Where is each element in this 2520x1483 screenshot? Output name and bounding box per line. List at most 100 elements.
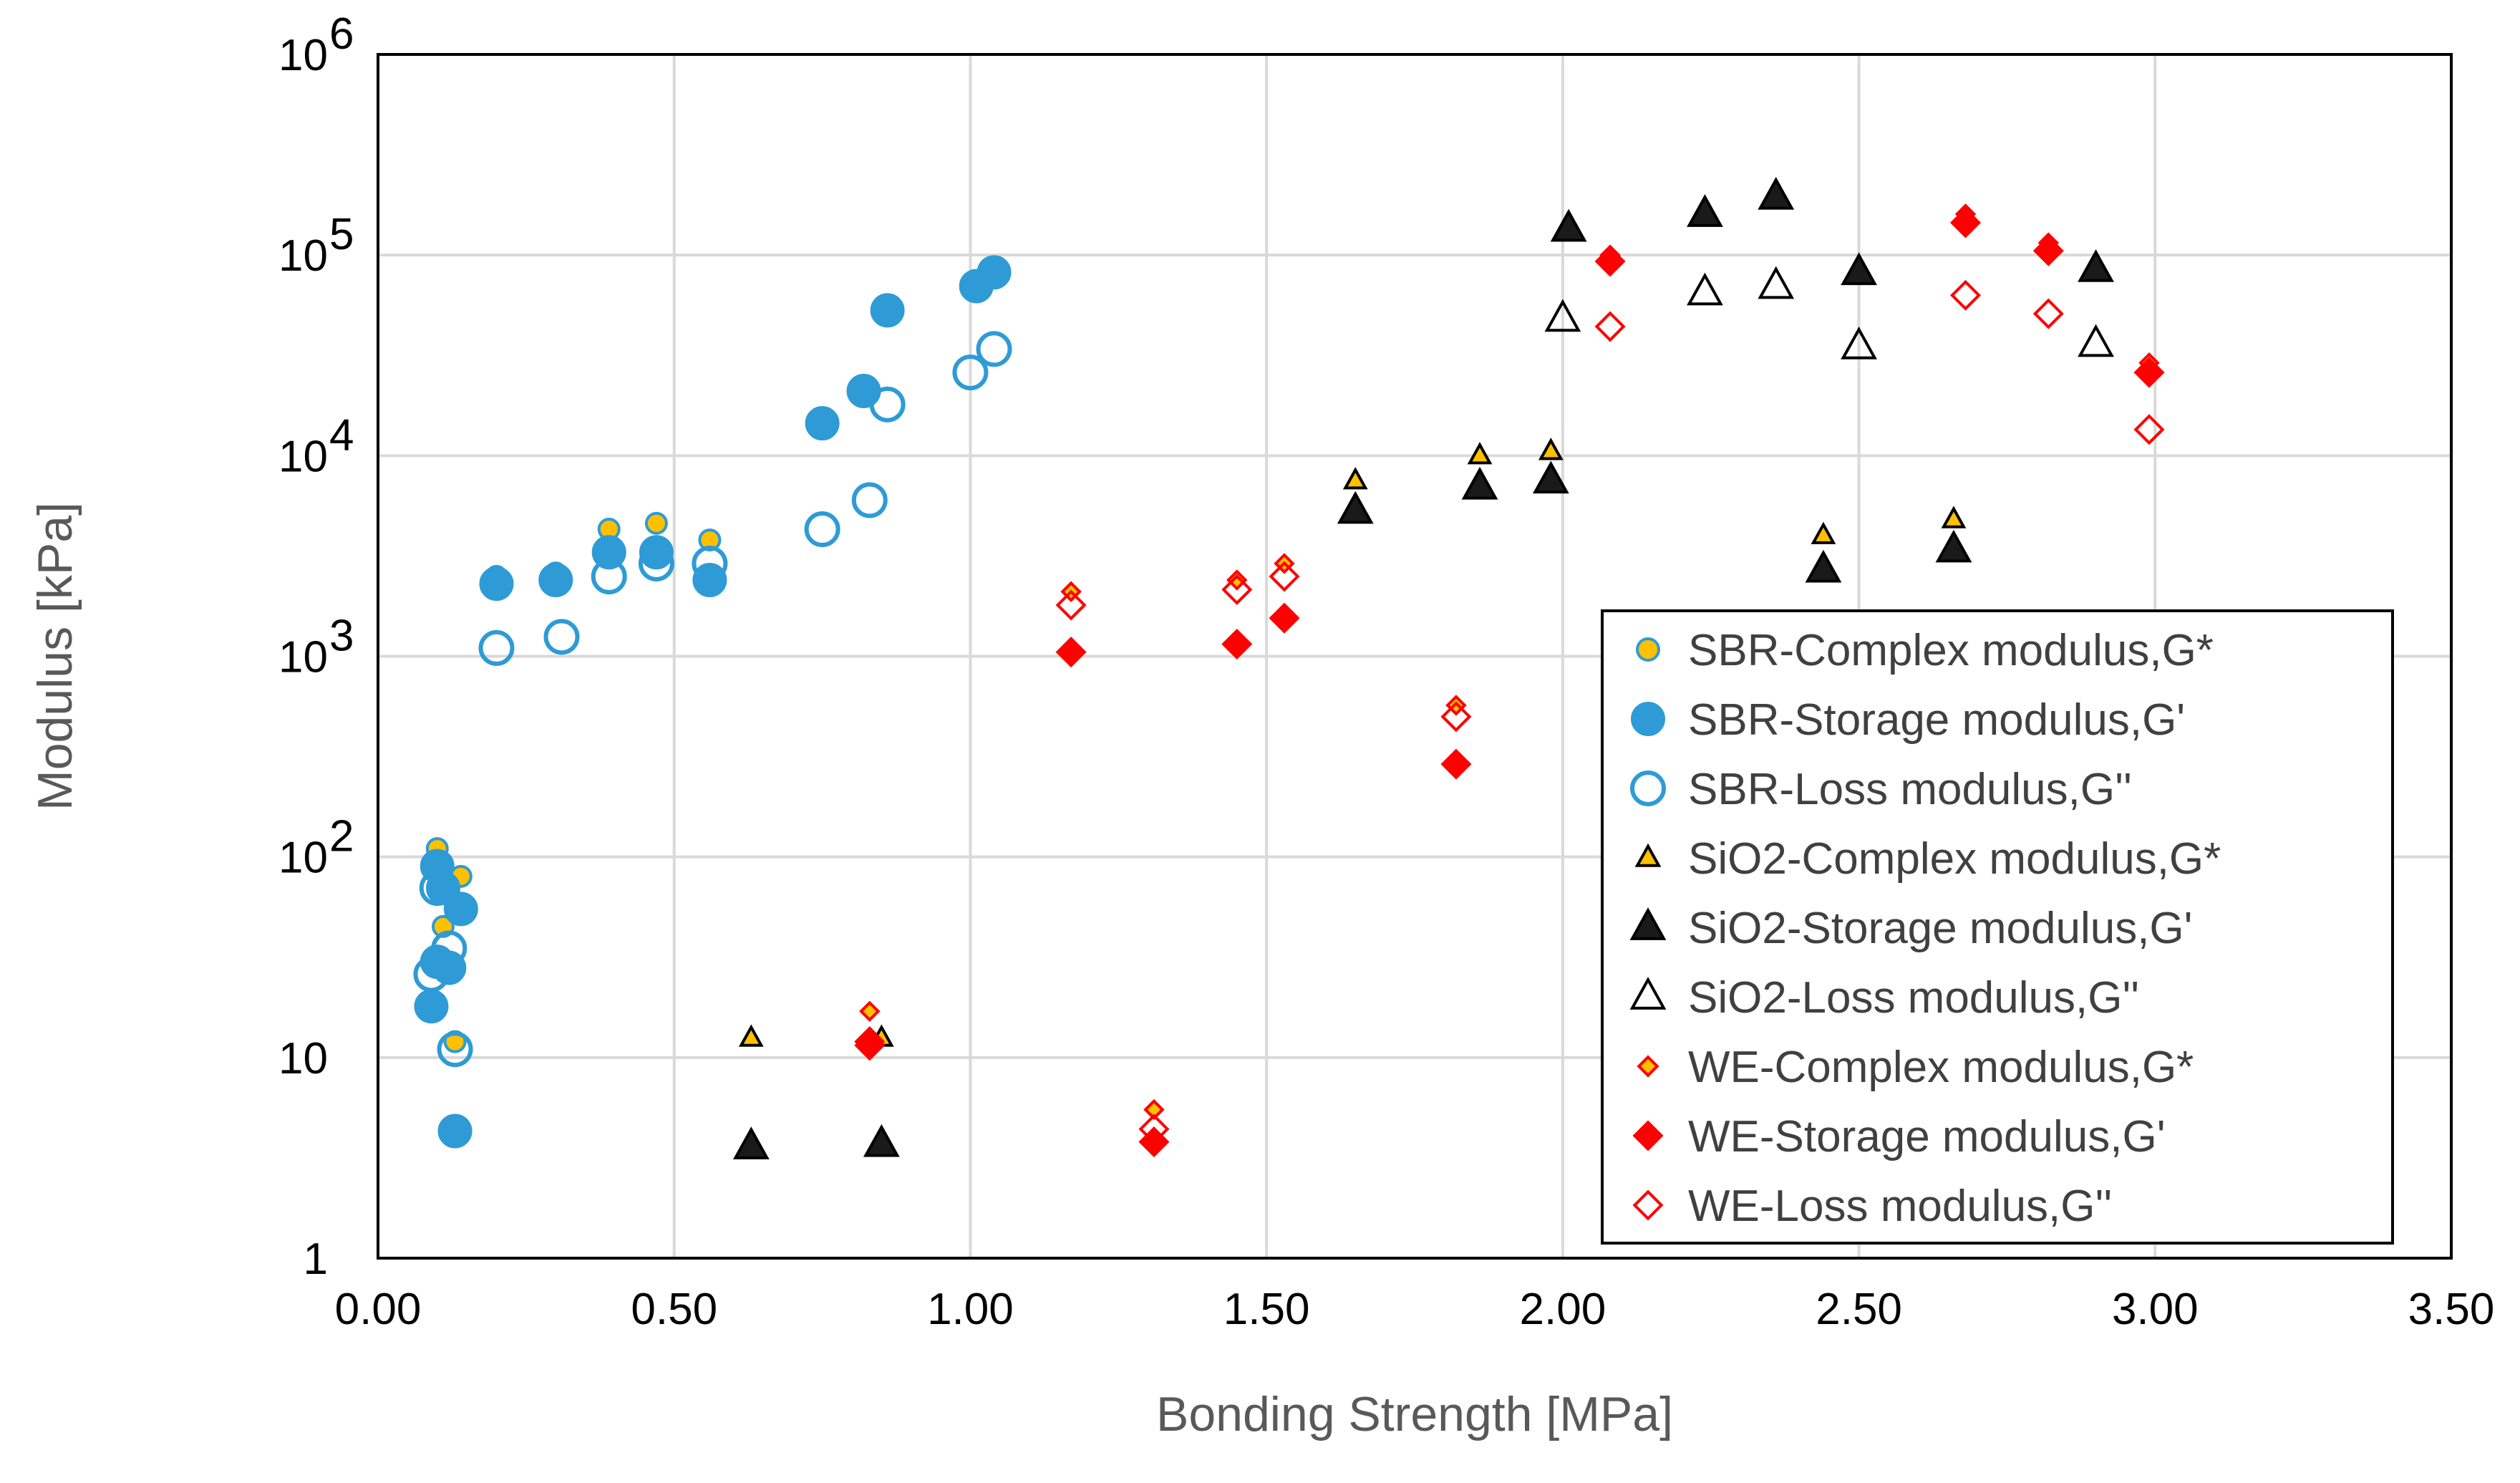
data-point: [2032, 298, 2064, 329]
data-point: [443, 892, 478, 927]
legend-label: WE-Loss modulus,G'': [1688, 1182, 2112, 1231]
y-tick-exponent: 3: [329, 612, 354, 661]
legend-marker: [1634, 843, 1662, 867]
data-point: [738, 1024, 764, 1047]
data-point: [2078, 249, 2114, 282]
data-point: [1949, 207, 1982, 238]
x-tick-label: 2.00: [1520, 1285, 1606, 1334]
y-tick-label: 10: [278, 432, 328, 481]
legend-marker: [1631, 702, 1665, 736]
legend: SBR-Complex modulus,G* SBR-Storage modulu…: [1601, 609, 2394, 1245]
data-point: [1143, 1098, 1165, 1121]
y-tick-label: 1: [304, 1235, 328, 1284]
y-tick-exponent: 2: [329, 812, 354, 861]
data-point: [976, 255, 1012, 290]
data-point: [1440, 701, 1472, 733]
data-point: [1221, 574, 1253, 605]
x-tick-label: 0.00: [335, 1285, 422, 1334]
data-point: [414, 989, 449, 1024]
data-point: [1269, 602, 1300, 634]
legend-marker: [1637, 1055, 1659, 1078]
data-point: [419, 870, 455, 907]
y-axis-title: Modulus [kPa]: [28, 502, 82, 811]
plot-frame: [377, 53, 2453, 1260]
data-point: [591, 559, 627, 595]
data-point: [1538, 438, 1564, 460]
x-tick-label: 1.00: [927, 1285, 1014, 1334]
data-point: [2032, 235, 2064, 266]
y-tick-exponent: 4: [329, 410, 354, 460]
data-point: [538, 562, 573, 597]
data-point: [805, 406, 840, 441]
data-point: [1758, 177, 1795, 210]
data-point: [1055, 589, 1087, 621]
data-point: [478, 629, 515, 666]
series-2: [413, 331, 1012, 1068]
data-point: [1935, 529, 1972, 563]
data-point: [2078, 324, 2114, 357]
x-tick-label: 1.50: [1223, 1285, 1310, 1334]
data-point: [851, 482, 888, 518]
data-point: [1550, 208, 1587, 242]
data-point: [1758, 266, 1795, 299]
x-axis-title: Bonding Strength [MPa]: [1156, 1387, 1673, 1441]
data-point: [437, 1114, 472, 1149]
data-point: [1941, 506, 1967, 528]
data-point: [1532, 460, 1569, 494]
legend-label: WE-Complex modulus,G*: [1688, 1043, 2194, 1092]
data-point: [1805, 549, 1842, 583]
data-point: [479, 566, 514, 602]
data-markers: [413, 177, 2165, 1159]
data-point: [413, 956, 450, 992]
data-point: [591, 535, 626, 570]
legend-label: SiO2-Storage modulus,G': [1688, 904, 2193, 953]
data-point: [698, 528, 722, 552]
series-1: [414, 255, 1012, 1149]
data-point: [1138, 1114, 1170, 1145]
data-point: [431, 930, 467, 967]
data-point: [1841, 327, 1877, 359]
legend-label: SBR-Complex modulus,G*: [1688, 626, 2214, 675]
legend-label: SiO2-Complex modulus,G*: [1688, 834, 2221, 884]
data-point: [638, 545, 674, 581]
data-point: [2133, 357, 2165, 388]
series-0: [425, 511, 722, 1053]
y-tick-label: 10: [278, 633, 328, 682]
data-point: [1811, 521, 1836, 544]
data-point: [854, 1026, 886, 1058]
data-point: [952, 354, 989, 391]
data-point: [804, 511, 840, 548]
series-8: [854, 279, 2165, 1145]
data-point: [1461, 466, 1498, 500]
y-tick-label: 10: [278, 31, 328, 80]
legend-marker: [1629, 977, 1667, 1010]
data-point: [1594, 246, 1626, 277]
x-tick-label: 3.00: [2112, 1285, 2199, 1334]
legend-label: SiO2-Loss modulus,G'': [1688, 973, 2139, 1023]
data-point: [1594, 311, 1626, 342]
legend-box: [1601, 609, 2394, 1245]
data-point: [1687, 194, 1723, 227]
data-point: [1467, 442, 1493, 465]
data-point: [1342, 467, 1368, 490]
legend-marker: [1632, 1189, 1664, 1221]
legend-marker: [1629, 907, 1667, 940]
y-tick-exponent: 6: [329, 9, 354, 59]
legend-marker: [1632, 1120, 1664, 1151]
data-point: [1544, 299, 1581, 332]
y-tick-exponent: 5: [329, 210, 354, 259]
x-tick-label: 3.50: [2408, 1285, 2495, 1334]
legend-marker: [1630, 771, 1666, 806]
legend-marker: [1636, 637, 1660, 662]
legend-label: SBR-Storage modulus,G': [1688, 695, 2185, 745]
data-point: [437, 1031, 473, 1068]
data-point: [1440, 748, 1472, 780]
data-point: [1226, 569, 1248, 591]
x-tick-labels: 0.00 0.50 1.00 1.50 2.00 2.50 3.00 3.50: [335, 1285, 2495, 1334]
data-point: [1841, 252, 1877, 286]
legend-label: SBR-Loss modulus,G'': [1688, 765, 2132, 814]
data-point: [863, 1124, 900, 1157]
data-point: [692, 545, 728, 581]
